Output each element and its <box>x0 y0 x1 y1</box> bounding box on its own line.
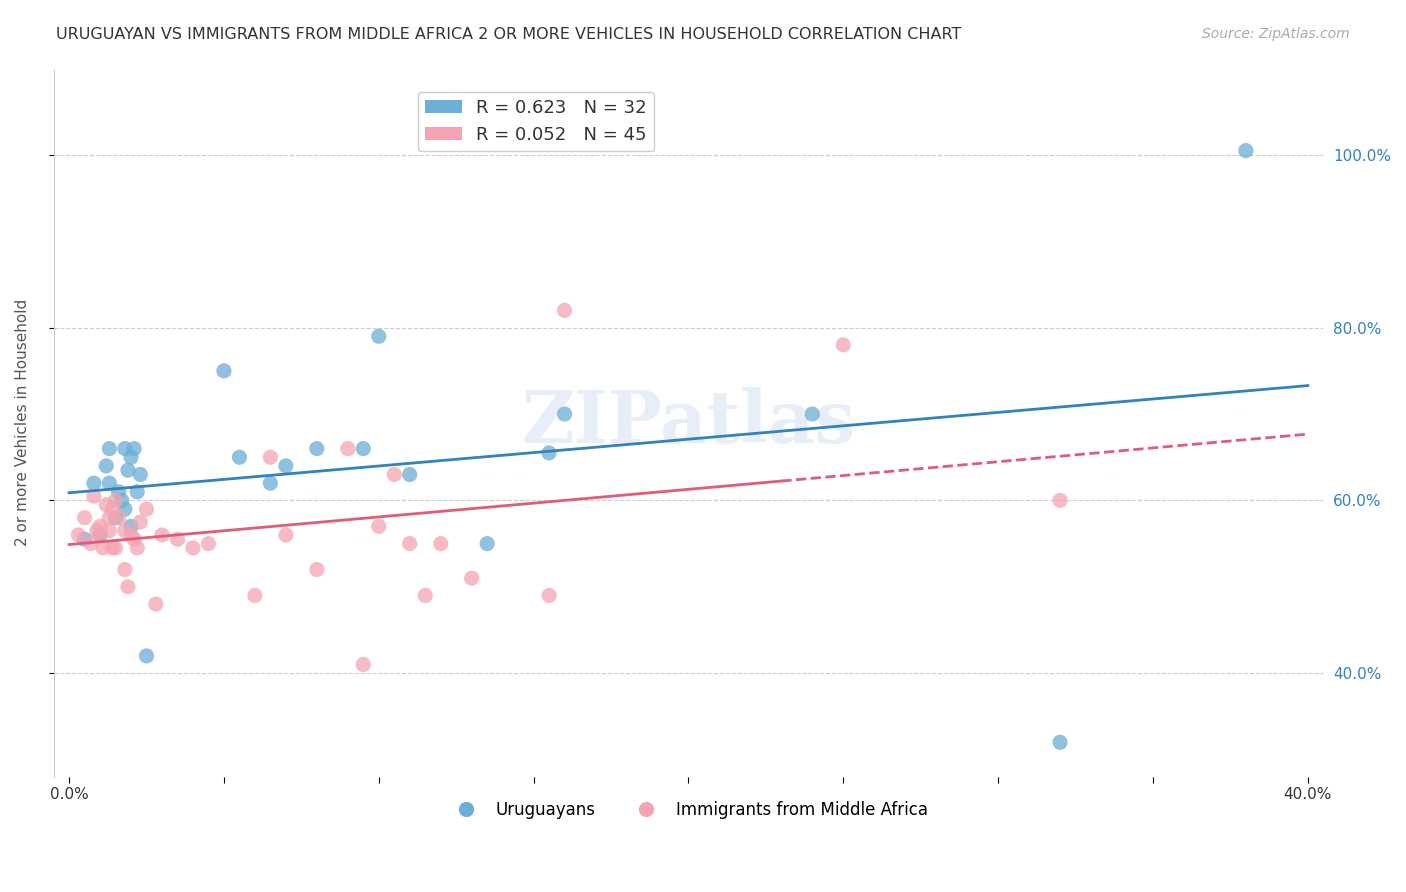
Point <box>801 407 824 421</box>
Point <box>413 589 436 603</box>
Point <box>398 536 420 550</box>
Text: Source: ZipAtlas.com: Source: ZipAtlas.com <box>1202 27 1350 41</box>
Point <box>98 442 121 456</box>
Point <box>352 442 374 456</box>
Point <box>212 364 235 378</box>
Point <box>120 519 142 533</box>
Point <box>259 476 281 491</box>
Point <box>73 510 96 524</box>
Point <box>429 536 451 550</box>
Point <box>129 467 152 482</box>
Point <box>117 463 139 477</box>
Point <box>122 442 145 456</box>
Point <box>114 502 136 516</box>
Legend: Uruguayans, Immigrants from Middle Africa: Uruguayans, Immigrants from Middle Afric… <box>443 794 935 825</box>
Point <box>1049 735 1071 749</box>
Point <box>554 407 576 421</box>
Point <box>259 450 281 465</box>
Point <box>89 519 111 533</box>
Point <box>166 533 188 547</box>
Point <box>274 528 297 542</box>
Point <box>120 450 142 465</box>
Point <box>114 563 136 577</box>
Point <box>135 648 157 663</box>
Point <box>150 528 173 542</box>
Point <box>398 467 420 482</box>
Point <box>114 524 136 538</box>
Point <box>98 524 121 538</box>
Point <box>101 502 124 516</box>
Point <box>107 510 129 524</box>
Point <box>91 541 114 555</box>
Point <box>554 303 576 318</box>
Point <box>96 458 118 473</box>
Point <box>98 476 121 491</box>
Point <box>367 519 389 533</box>
Point <box>538 446 561 460</box>
Point <box>104 541 127 555</box>
Point <box>197 536 219 550</box>
Y-axis label: 2 or more Vehicles in Household: 2 or more Vehicles in Household <box>15 299 30 546</box>
Point <box>86 524 108 538</box>
Point <box>382 467 405 482</box>
Point <box>127 541 149 555</box>
Point <box>104 493 127 508</box>
Point <box>145 597 167 611</box>
Point <box>104 510 127 524</box>
Point <box>305 442 328 456</box>
Point <box>243 589 266 603</box>
Point <box>181 541 204 555</box>
Point <box>83 476 105 491</box>
Point <box>832 338 855 352</box>
Point <box>1049 493 1071 508</box>
Point <box>274 458 297 473</box>
Point <box>120 528 142 542</box>
Point <box>127 484 149 499</box>
Point <box>367 329 389 343</box>
Point <box>89 528 111 542</box>
Point <box>352 657 374 672</box>
Point <box>114 442 136 456</box>
Point <box>96 498 118 512</box>
Point <box>117 580 139 594</box>
Point <box>1234 144 1257 158</box>
Point <box>89 528 111 542</box>
Point <box>80 536 103 550</box>
Text: URUGUAYAN VS IMMIGRANTS FROM MIDDLE AFRICA 2 OR MORE VEHICLES IN HOUSEHOLD CORRE: URUGUAYAN VS IMMIGRANTS FROM MIDDLE AFRI… <box>56 27 962 42</box>
Point <box>107 484 129 499</box>
Point <box>101 541 124 555</box>
Point <box>135 502 157 516</box>
Point <box>460 571 482 585</box>
Point <box>538 589 561 603</box>
Point <box>111 493 134 508</box>
Point <box>336 442 359 456</box>
Point <box>228 450 250 465</box>
Point <box>475 536 498 550</box>
Point <box>73 533 96 547</box>
Point <box>67 528 90 542</box>
Point <box>305 563 328 577</box>
Point <box>98 510 121 524</box>
Point <box>129 515 152 529</box>
Text: ZIPatlas: ZIPatlas <box>522 387 855 458</box>
Point <box>83 489 105 503</box>
Point <box>122 533 145 547</box>
